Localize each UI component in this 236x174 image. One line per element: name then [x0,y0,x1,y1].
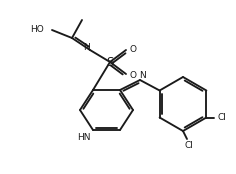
Text: HN: HN [77,133,91,143]
Text: Cl: Cl [218,113,227,122]
Text: HO: HO [30,25,44,34]
Text: O: O [130,45,136,53]
Text: S: S [106,56,114,69]
Text: O: O [130,70,136,80]
Text: N: N [84,42,90,52]
Text: N: N [140,70,146,80]
Text: Cl: Cl [185,140,194,149]
